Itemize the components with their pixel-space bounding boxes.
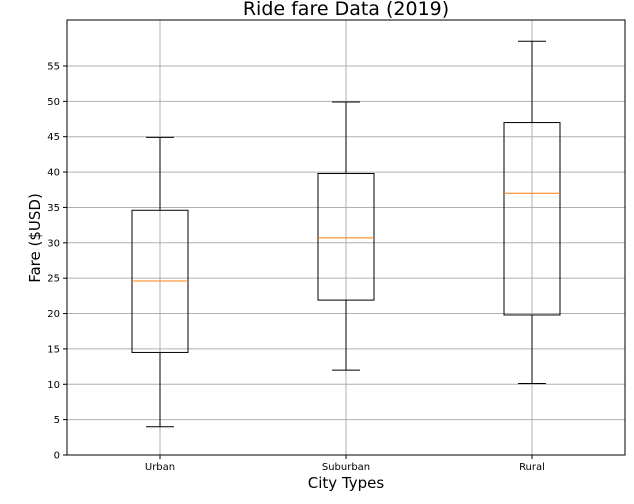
y-tick-label: 10	[47, 380, 60, 391]
chart-title: Ride fare Data (2019)	[243, 0, 449, 20]
y-tick-label: 45	[47, 132, 60, 143]
y-tick-label: 25	[47, 274, 60, 285]
x-axis-label: City Types	[308, 474, 385, 492]
x-tick-label: Urban	[145, 462, 175, 473]
iqr-box	[317, 172, 375, 301]
y-tick-label: 5	[54, 415, 60, 426]
x-tick-label: Rural	[519, 462, 545, 473]
y-tick-label: 35	[47, 203, 60, 214]
y-tick-label: 20	[47, 309, 60, 320]
iqr-box	[503, 122, 561, 316]
y-axis-ticks: 0 5 10 15 20 25 30 35 40 45 50 55	[47, 61, 67, 462]
y-axis-label: Fare ($USD)	[26, 193, 44, 283]
x-tick-label: Suburban	[322, 462, 370, 473]
y-tick-label: 40	[47, 168, 60, 179]
box-group	[503, 40, 561, 385]
box-group	[131, 136, 189, 428]
boxes-layer	[131, 40, 561, 428]
y-tick-label: 50	[47, 97, 60, 108]
y-tick-label: 15	[47, 344, 60, 355]
y-tick-label: 55	[47, 61, 60, 72]
box-group	[317, 101, 375, 371]
y-tick-label: 0	[54, 451, 60, 462]
x-axis-ticks: Urban Suburban Rural	[145, 455, 545, 473]
y-tick-label: 30	[47, 238, 60, 249]
